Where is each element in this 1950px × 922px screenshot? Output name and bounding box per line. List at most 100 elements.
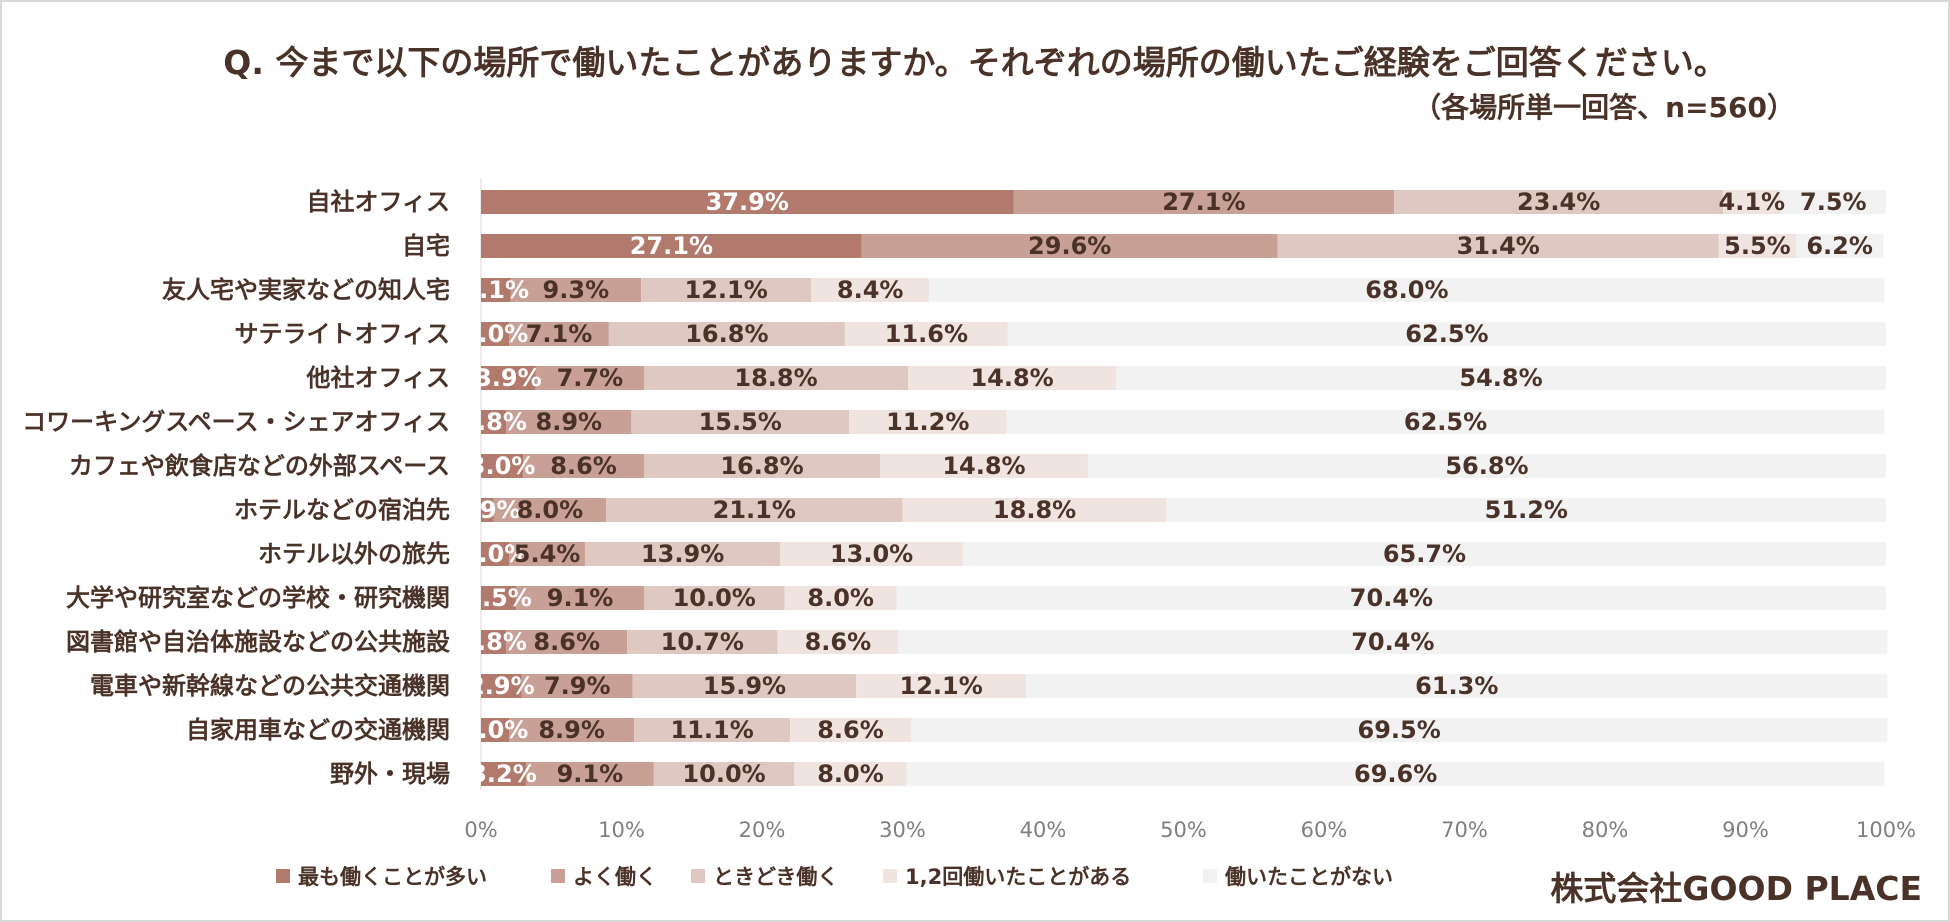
x-tick-label: 80% bbox=[1582, 818, 1629, 842]
bar-segment bbox=[481, 322, 510, 346]
bar-segment bbox=[481, 762, 526, 786]
bar-segment bbox=[481, 454, 524, 478]
data-label: 8.9% bbox=[538, 716, 605, 744]
bar-segment bbox=[880, 454, 1088, 478]
data-label: 5.5% bbox=[1724, 232, 1791, 260]
data-label: 37.9% bbox=[706, 188, 789, 216]
data-label: 14.8% bbox=[942, 452, 1025, 480]
bar-segment bbox=[910, 718, 1888, 742]
legend-swatch bbox=[883, 869, 897, 883]
x-tick-label: 10% bbox=[598, 818, 645, 842]
bar-segment bbox=[794, 762, 907, 786]
data-label: 5.4% bbox=[514, 540, 581, 568]
bar-segment bbox=[481, 190, 1014, 214]
x-tick-label: 60% bbox=[1301, 818, 1348, 842]
data-label: 62.5% bbox=[1405, 320, 1488, 348]
category-label: サテライトオフィス bbox=[234, 320, 450, 348]
category-label: 自宅 bbox=[402, 232, 450, 260]
legend-label: 最も働くことが多い bbox=[298, 865, 487, 889]
data-label: 8.0% bbox=[807, 584, 874, 612]
category-label: 友人宅や実家などの知人宅 bbox=[162, 276, 450, 304]
bar-segment bbox=[1166, 498, 1886, 522]
value-label-layer: 37.9% 27.1% 23.4% 4.1% 7.5% 27.1% 29.6% 31.4% 5.… bbox=[454, 188, 1873, 788]
bar-segment bbox=[634, 718, 791, 742]
data-label: 8.9% bbox=[536, 408, 603, 436]
data-label: 9.3% bbox=[543, 276, 610, 304]
category-label: カフェや飲食店などの外部スペース bbox=[69, 452, 450, 480]
data-label: 10.0% bbox=[682, 760, 765, 788]
data-label: 3.2% bbox=[470, 760, 537, 788]
category-label: 他社オフィス bbox=[305, 364, 450, 392]
data-label: 12.1% bbox=[900, 672, 983, 700]
x-tick-label: 20% bbox=[739, 818, 786, 842]
bar-segment bbox=[1723, 190, 1781, 214]
data-label: 16.8% bbox=[720, 452, 803, 480]
bar-segment bbox=[856, 674, 1027, 698]
bar-segment bbox=[1116, 366, 1886, 390]
data-label: 9.1% bbox=[557, 760, 624, 788]
bar-segment bbox=[1006, 410, 1885, 434]
bar-segment bbox=[1013, 190, 1395, 214]
x-tick-label: 30% bbox=[879, 818, 926, 842]
x-tick-layer: 0% 10% 20% 30% 40% 50% 60% 70% 80% 90% 100% bbox=[464, 818, 1916, 842]
bar-segment bbox=[481, 410, 507, 434]
legend-swatch bbox=[1203, 869, 1217, 883]
category-label: 自社オフィス bbox=[306, 188, 450, 216]
data-label: 2.9% bbox=[468, 672, 535, 700]
legend-swatch bbox=[551, 869, 565, 883]
data-label: 23.4% bbox=[1517, 188, 1600, 216]
bar-segment bbox=[493, 498, 607, 522]
data-label: 8.0% bbox=[517, 496, 584, 524]
bar-segment bbox=[481, 630, 507, 654]
data-label: 8.6% bbox=[805, 628, 872, 656]
bar-segment bbox=[1087, 454, 1886, 478]
bar-segment bbox=[643, 454, 881, 478]
data-label: 10.7% bbox=[661, 628, 744, 656]
bar-segment bbox=[1796, 234, 1884, 258]
bar-segment bbox=[861, 234, 1278, 258]
data-label: 10.0% bbox=[673, 584, 756, 612]
data-label: 11.2% bbox=[886, 408, 969, 436]
data-label: 16.8% bbox=[685, 320, 768, 348]
bar-segment bbox=[1277, 234, 1719, 258]
data-label: 11.1% bbox=[670, 716, 753, 744]
bar-segment bbox=[481, 366, 536, 390]
legend: 最も働くことが多い よく働く ときどき働く 1,2回働いたことがある 働いたことがない bbox=[276, 865, 1393, 889]
data-label: 62.5% bbox=[1404, 408, 1487, 436]
data-label: 2.5% bbox=[465, 584, 532, 612]
bar-segment bbox=[1718, 234, 1797, 258]
data-label: 54.8% bbox=[1459, 364, 1542, 392]
data-label: 7.9% bbox=[544, 672, 611, 700]
bar-segment bbox=[906, 762, 1885, 786]
bar-segment bbox=[1780, 190, 1886, 214]
bar-layer bbox=[481, 190, 1888, 786]
data-label: 68.0% bbox=[1365, 276, 1448, 304]
legend-swatch bbox=[276, 869, 290, 883]
data-label: 8.6% bbox=[533, 628, 600, 656]
category-label: 野外・現場 bbox=[330, 760, 450, 788]
bar-segment bbox=[898, 630, 1888, 654]
bar-segment bbox=[929, 278, 1885, 302]
x-tick-label: 70% bbox=[1441, 818, 1488, 842]
bar-segment bbox=[784, 586, 897, 610]
bar-segment bbox=[516, 586, 644, 610]
data-label: 65.7% bbox=[1383, 540, 1466, 568]
bar-segment bbox=[643, 366, 909, 390]
data-label: 21.1% bbox=[713, 496, 796, 524]
bar-segment bbox=[523, 454, 644, 478]
bar-segment bbox=[481, 498, 494, 522]
chart-subtitle: （各場所単一回答、n=560） bbox=[1413, 91, 1795, 124]
bar-segment bbox=[849, 410, 1007, 434]
bar-segment bbox=[481, 718, 510, 742]
data-label: 2.1% bbox=[462, 276, 529, 304]
data-label: 6.2% bbox=[1806, 232, 1873, 260]
bar-segment bbox=[525, 762, 654, 786]
legend-label: 働いたことがない bbox=[1224, 865, 1393, 889]
bar-segment bbox=[777, 630, 899, 654]
bar-segment bbox=[510, 278, 642, 302]
x-tick-label: 40% bbox=[1020, 818, 1067, 842]
data-label: 15.9% bbox=[703, 672, 786, 700]
data-label: 7.7% bbox=[557, 364, 624, 392]
data-label: 7.1% bbox=[526, 320, 593, 348]
bar-segment bbox=[481, 278, 511, 302]
